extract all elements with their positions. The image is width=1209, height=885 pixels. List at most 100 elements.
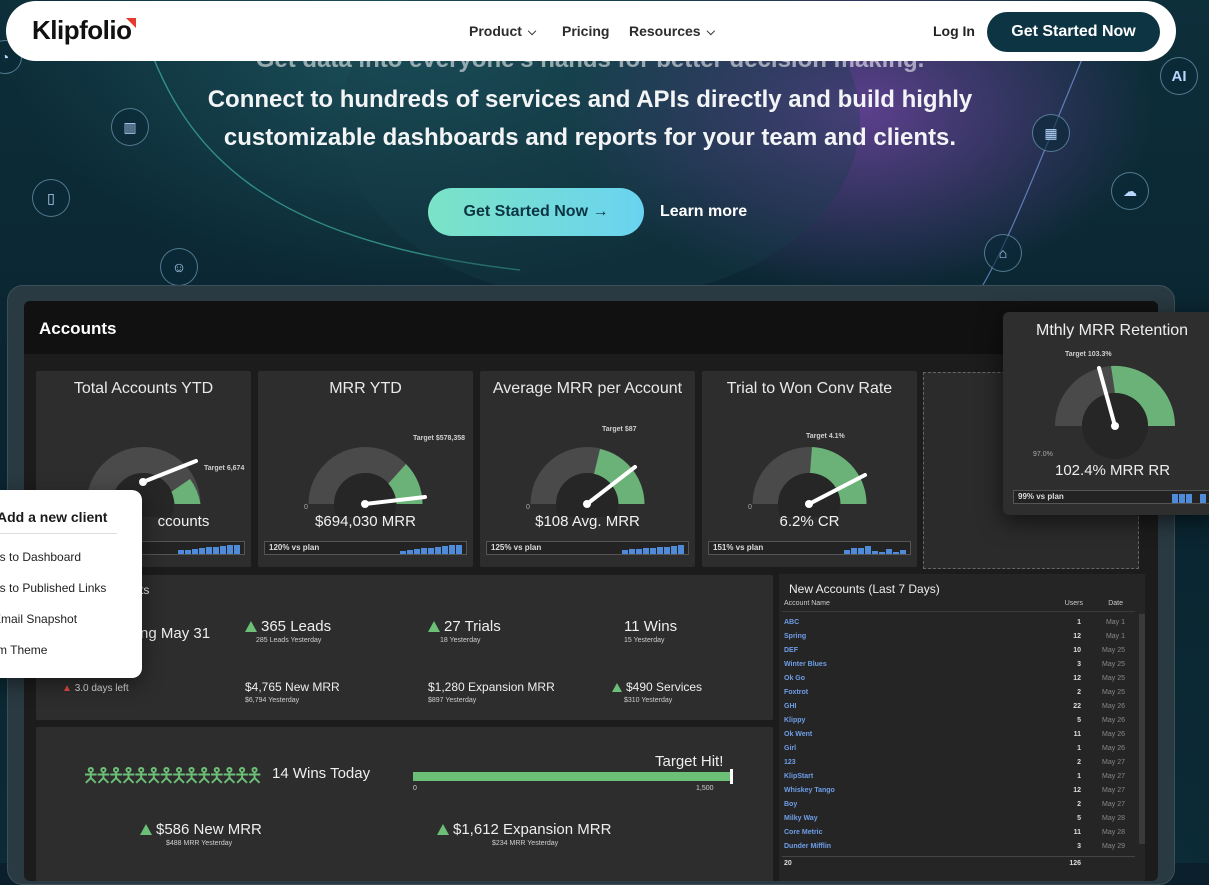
expansion-mrr-sub: $897 Yesterday (428, 697, 477, 704)
spark-bar (893, 552, 899, 554)
table-row[interactable]: Klippy 5 May 26 (782, 714, 1135, 728)
new-mrr-sub: $6,794 Yesterday (245, 697, 300, 704)
table-row[interactable]: Core Metric 11 May 28 (782, 826, 1135, 840)
nav-resources[interactable]: Resources ⌵ (629, 23, 715, 40)
nav-get-started-button[interactable]: Get Started Now (987, 12, 1160, 52)
period-label: ng May 31 (140, 625, 211, 642)
table-row[interactable]: Winter Blues 3 May 25 (782, 658, 1135, 672)
spark-bar (844, 550, 850, 554)
retention-min: 97.0% (1033, 451, 1053, 458)
table-row[interactable]: Boy 2 May 27 (782, 798, 1135, 812)
account-name-cell[interactable]: Core Metric (784, 829, 823, 836)
spark-bar (220, 546, 226, 554)
date-cell: May 27 (1102, 773, 1125, 780)
account-name-cell[interactable]: Foxtrot (784, 689, 809, 696)
table-row[interactable]: KlipStart 1 May 27 (782, 770, 1135, 784)
gauge-footer: 120% vs plan (264, 541, 467, 555)
users-cell: 1 (1077, 745, 1081, 752)
up-arrow-icon (428, 621, 440, 632)
nav-product[interactable]: Product ⌵ (469, 23, 536, 40)
services-sub: $310 Yesterday (624, 697, 673, 704)
account-name-cell[interactable]: 123 (784, 759, 796, 766)
hero-get-started-button[interactable]: Get Started Now → (428, 188, 644, 236)
gauge-chart: Target $578,358 0 (304, 435, 465, 517)
spark-bar (1172, 494, 1178, 503)
account-name-cell[interactable]: Whiskey Tango (784, 787, 835, 794)
gauge-footer: 151% vs plan (708, 541, 911, 555)
spark-bar (407, 550, 413, 554)
nav-product-label: Product (469, 23, 522, 39)
spark-bar (1186, 494, 1192, 503)
table-row[interactable]: Whiskey Tango 12 May 27 (782, 784, 1135, 798)
table-row[interactable]: Spring 12 May 1 (782, 630, 1135, 644)
nav-resources-label: Resources (629, 23, 701, 39)
account-name-cell[interactable]: Milky Way (784, 815, 818, 822)
sparkline (622, 544, 684, 554)
users-cell: 1 (1077, 773, 1081, 780)
target-marker (730, 769, 733, 784)
account-name-cell[interactable]: Ok Went (784, 731, 813, 738)
account-name-cell[interactable]: Girl (784, 745, 797, 752)
spark-bar (185, 550, 191, 554)
spark-bar (456, 545, 462, 554)
account-name-cell[interactable]: GHI (784, 703, 797, 710)
account-name-cell[interactable]: ABC (784, 619, 800, 626)
users-cell: 22 (1073, 703, 1081, 710)
users-cell: 11 (1073, 731, 1081, 738)
account-name-cell[interactable]: Klippy (784, 717, 806, 724)
table-row[interactable]: 123 2 May 27 (782, 756, 1135, 770)
gauge-value: ccounts (157, 513, 210, 530)
table-row[interactable]: Milky Way 5 May 28 (782, 812, 1135, 826)
gauge-zero-label: 0 (748, 504, 752, 511)
table-scrollbar[interactable] (1139, 614, 1145, 844)
account-name-cell[interactable]: Boy (784, 801, 798, 808)
popup-item-email-snapshot[interactable]: ly Email Snapshot (0, 612, 78, 626)
users-cell: 5 (1077, 815, 1081, 822)
spark-bar (213, 547, 219, 554)
gauge-zero-label: 0 (526, 504, 530, 511)
nav-pricing[interactable]: Pricing (562, 23, 610, 39)
popup-item-dashboard-access[interactable]: cess to Dashboard (0, 550, 82, 564)
chevron-down-icon: ⌵ (706, 26, 715, 38)
account-name-cell[interactable]: Spring (784, 633, 807, 640)
table-row[interactable]: Ok Go 12 May 25 (782, 672, 1135, 686)
gauge-footer: 125% vs plan (486, 541, 689, 555)
table-row[interactable]: Dunder Mifflin 3 May 29 (782, 840, 1135, 854)
bottom-expansion-mrr-value: $1,612 Expansion MRR (453, 821, 612, 838)
login-link[interactable]: Log In (933, 23, 975, 39)
footer-users-total: 126 (1069, 860, 1081, 867)
learn-more-link[interactable]: Learn more (660, 203, 748, 220)
chevron-down-icon: ⌵ (527, 26, 537, 38)
account-name-cell[interactable]: KlipStart (784, 773, 814, 780)
date-cell: May 27 (1102, 759, 1125, 766)
popup-item-published-links[interactable]: cess to Published Links (0, 581, 107, 595)
up-arrow-icon (140, 824, 152, 835)
account-name-cell[interactable]: Winter Blues (784, 661, 827, 668)
account-name-cell[interactable]: Dunder Mifflin (784, 843, 832, 850)
table-row[interactable]: ABC 1 May 1 (782, 616, 1135, 630)
trials-sub: 18 Yesterday (440, 637, 481, 644)
gauge-title: Average MRR per Account (492, 380, 683, 397)
dashboard-title: Accounts (39, 319, 117, 338)
popup-item-custom-theme[interactable]: stom Theme (0, 643, 48, 657)
spark-bar (192, 549, 198, 554)
vs-plan-label: 125% vs plan (491, 543, 542, 552)
spark-bar (442, 546, 448, 554)
wins-sub: 15 Yesterday (624, 637, 665, 644)
col-users: Users (1064, 600, 1083, 607)
date-cell: May 28 (1102, 815, 1125, 822)
table-row[interactable]: Ok Went 11 May 26 (782, 728, 1135, 742)
spark-bar (400, 551, 406, 554)
account-name-cell[interactable]: DEF (784, 647, 798, 654)
table-row[interactable]: DEF 10 May 25 (782, 644, 1135, 658)
leads-value: 365 Leads (261, 618, 332, 635)
table-row[interactable]: GHI 22 May 26 (782, 700, 1135, 714)
users-cell: 2 (1077, 759, 1081, 766)
table-row[interactable]: Girl 1 May 26 (782, 742, 1135, 756)
users-cell: 5 (1077, 717, 1081, 724)
people-icons (82, 761, 242, 785)
gauge-chart: Target $87 0 (526, 426, 645, 517)
klipfolio-logo[interactable]: Klipfolio (32, 15, 132, 45)
account-name-cell[interactable]: Ok Go (784, 675, 806, 682)
table-row[interactable]: Foxtrot 2 May 25 (782, 686, 1135, 700)
